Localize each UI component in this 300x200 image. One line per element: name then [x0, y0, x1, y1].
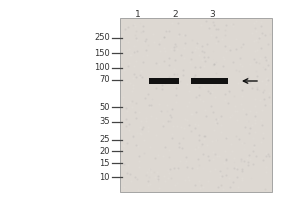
Text: 50: 50	[100, 102, 110, 112]
Bar	[149, 78, 179, 84]
Text: 10: 10	[100, 172, 110, 182]
Bar	[120, 18, 272, 192]
Text: 1: 1	[135, 10, 141, 19]
Text: 250: 250	[94, 33, 110, 43]
Text: 15: 15	[100, 158, 110, 168]
Text: 70: 70	[99, 75, 110, 84]
Text: 35: 35	[99, 117, 110, 127]
Text: 100: 100	[94, 64, 110, 72]
Text: 150: 150	[94, 48, 110, 58]
Text: 20: 20	[100, 146, 110, 156]
Text: 25: 25	[100, 136, 110, 144]
Bar	[191, 78, 228, 84]
Text: 2: 2	[172, 10, 178, 19]
Text: 3: 3	[209, 10, 215, 19]
